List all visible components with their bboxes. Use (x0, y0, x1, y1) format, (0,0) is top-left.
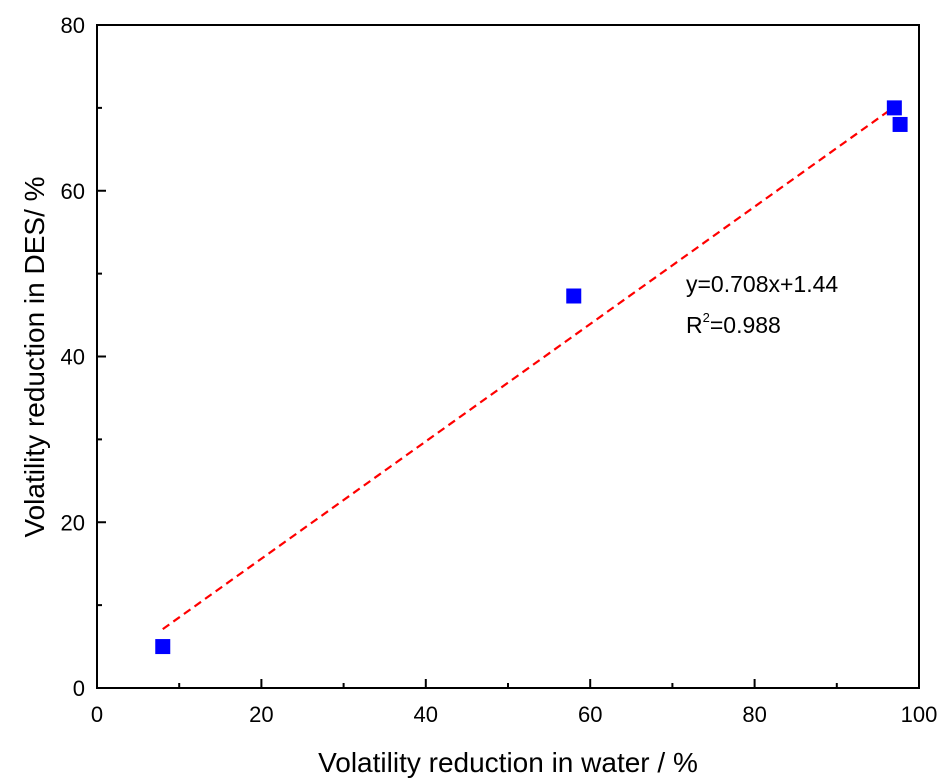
r-squared-value: =0.988 (710, 312, 781, 338)
y-tick-label: 40 (61, 345, 85, 370)
axis-tick-labels: 0 20 40 60 80 100 0 20 40 60 80 (61, 13, 938, 727)
x-tick-label: 20 (249, 702, 273, 727)
data-point (892, 116, 908, 132)
data-point (566, 288, 582, 304)
y-tick-label: 60 (61, 179, 85, 204)
x-tick-label: 80 (742, 702, 766, 727)
axis-ticks (96, 24, 920, 689)
y-tick-label: 80 (61, 13, 85, 38)
y-axis-title: Volatility reduction in DES/ % (19, 176, 50, 537)
r-squared-superscript: 2 (703, 310, 710, 325)
y-tick-label: 20 (61, 510, 85, 535)
y-tick-label: 0 (73, 676, 85, 701)
x-tick-label: 100 (901, 702, 938, 727)
x-tick-label: 40 (414, 702, 438, 727)
x-tick-label: 0 (91, 702, 103, 727)
data-points (155, 100, 908, 655)
x-tick-label: 60 (578, 702, 602, 727)
equation-label: y=0.708x+1.44 (686, 271, 838, 297)
r-squared-prefix: R (686, 312, 703, 338)
x-axis-title: Volatility reduction in water / % (318, 747, 698, 778)
fit-line (162, 106, 895, 631)
r-squared-label: R2=0.988 (686, 310, 781, 338)
data-point (155, 639, 171, 655)
data-point (886, 100, 902, 116)
